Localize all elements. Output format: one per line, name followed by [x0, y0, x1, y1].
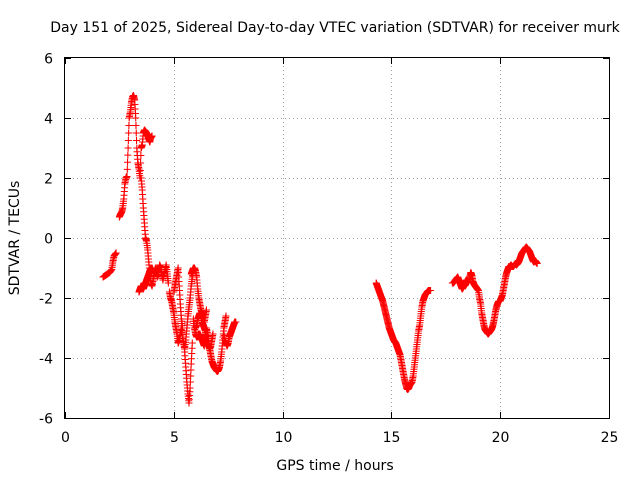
x-tick-label: 25 — [601, 430, 619, 446]
x-tick-label: 0 — [61, 430, 70, 446]
y-axis-label: SDTVAR / TECUs — [7, 181, 23, 296]
data-point — [137, 159, 145, 167]
data-point — [124, 144, 132, 152]
data-point — [188, 339, 196, 347]
data-point — [186, 384, 194, 392]
data-point — [427, 287, 435, 294]
data-point — [164, 279, 172, 287]
y-tick-label: 4 — [44, 112, 53, 128]
data-point — [124, 137, 132, 144]
y-tick-label: 0 — [44, 232, 53, 248]
y-tick-label: -6 — [39, 412, 53, 428]
data-point — [132, 129, 140, 137]
y-tick-label: -4 — [39, 352, 53, 368]
data-point — [125, 122, 133, 129]
data-point — [132, 114, 140, 122]
data-series — [99, 92, 541, 407]
data-point — [124, 158, 132, 166]
x-axis-label: GPS time / hours — [276, 458, 393, 474]
data-point — [136, 167, 144, 174]
data-point — [123, 173, 131, 180]
data-point — [232, 318, 240, 326]
data-point — [179, 324, 187, 332]
data-point — [209, 330, 217, 338]
data-point — [148, 132, 156, 140]
x-tick-label: 5 — [170, 430, 179, 446]
data-point — [112, 249, 120, 257]
y-tick-label: -2 — [39, 292, 53, 308]
plot-frame — [64, 57, 610, 419]
data-point — [133, 137, 141, 144]
data-point — [533, 260, 541, 267]
data-point — [187, 366, 195, 374]
data-point — [222, 312, 230, 320]
y-tick-label: 2 — [44, 172, 53, 188]
data-point — [187, 372, 195, 380]
chart-title: Day 151 of 2025, Sidereal Day-to-day VTE… — [50, 20, 620, 36]
x-tick-label: 15 — [383, 430, 401, 446]
x-tick-label: 20 — [492, 430, 510, 446]
data-point — [123, 165, 131, 173]
data-point — [137, 152, 145, 159]
y-tick-label: 6 — [44, 52, 53, 68]
data-point — [124, 151, 132, 159]
data-point — [132, 122, 140, 129]
grid-lines — [65, 58, 609, 418]
data-point — [186, 378, 194, 386]
data-point — [202, 306, 210, 314]
data-point — [125, 129, 133, 137]
x-tick-label: 10 — [275, 430, 293, 446]
axis-ticks: 0 5 10 15 20 25 -6 -4 -2 0 2 4 6 — [39, 52, 618, 447]
data-point — [150, 270, 158, 278]
